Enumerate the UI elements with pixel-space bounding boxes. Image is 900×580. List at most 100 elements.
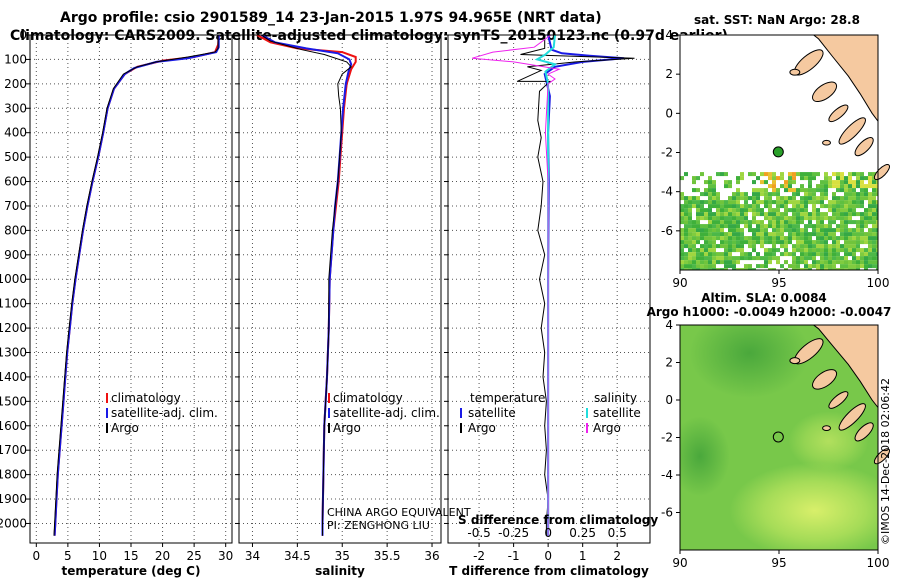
sst-cell (768, 216, 772, 221)
sst-cell (808, 264, 812, 269)
diff-s-tick-label: -0.5 (467, 526, 490, 540)
sst-cell (828, 220, 832, 225)
sst-cell (816, 252, 820, 257)
sst-cell (752, 172, 756, 177)
sst-cell (788, 176, 792, 181)
sst-cell (716, 220, 720, 225)
sst-cell (844, 192, 848, 197)
sst-cell (844, 188, 848, 193)
sst-cell (684, 252, 688, 257)
sst-cell (840, 196, 844, 201)
sst-cell (760, 192, 764, 197)
sst-cell (832, 192, 836, 197)
sst-cell (864, 184, 868, 189)
sst-cell (696, 236, 700, 241)
sst-cell (768, 172, 772, 177)
sst-cell (828, 184, 832, 189)
sst-cell (700, 260, 704, 265)
sst-cell (756, 224, 760, 229)
temperature-profile-ytick-label: 100 (4, 52, 27, 66)
difference-profile-xtick-label: 2 (613, 549, 621, 563)
sst-cell (860, 260, 864, 265)
sst-island (828, 104, 849, 123)
sst-cell (872, 232, 876, 237)
sst-cell (836, 244, 840, 249)
sst-cell (692, 200, 696, 205)
sst-cell (840, 172, 844, 177)
sst-cell (752, 268, 756, 270)
sst-cell (852, 180, 856, 185)
sst-cell (824, 268, 828, 270)
difference-profile-xtick-label: 1 (579, 549, 587, 563)
sst-cell (716, 204, 720, 209)
sst-cell (872, 172, 876, 177)
sst-cell (732, 260, 736, 265)
sst-cell (756, 212, 760, 217)
sst-cell (760, 188, 764, 193)
sst-cell (756, 252, 760, 257)
sst-cell (808, 252, 812, 257)
sst-cell (848, 232, 852, 237)
sst-cell (848, 192, 852, 197)
sst-cell (832, 260, 836, 265)
sst-cell (764, 256, 768, 261)
sst-cell (820, 224, 824, 229)
sst-cell (788, 196, 792, 201)
sst-cell (864, 264, 868, 269)
sst-cell (848, 196, 852, 201)
sst-cell (844, 200, 848, 205)
sst-cell (860, 212, 864, 217)
sst-cell (772, 256, 776, 261)
sst-cell (728, 220, 732, 225)
sst-cell (760, 200, 764, 205)
sst-island (838, 117, 866, 145)
sst-cell (712, 252, 716, 257)
temperature-profile-ytick-label: 1200 (0, 321, 27, 335)
sst-cell (768, 192, 772, 197)
sst-cell (788, 216, 792, 221)
sst-cell (712, 192, 716, 197)
sst-cell (748, 244, 752, 249)
sst-cell (744, 196, 748, 201)
sst-cell (776, 196, 780, 201)
sst-cell (740, 192, 744, 197)
sst-cell (696, 200, 700, 205)
sst-cell (868, 216, 872, 221)
sst-cell (752, 248, 756, 253)
sst-map-xtick-label: 100 (867, 276, 890, 290)
sst-cell (704, 236, 708, 241)
sst-cell (708, 200, 712, 205)
sla-blob (689, 325, 810, 399)
sst-cell (840, 200, 844, 205)
sst-cell (784, 268, 788, 270)
sst-cell (860, 204, 864, 209)
sst-cell (752, 240, 756, 245)
sst-cell (824, 172, 828, 177)
sst-cell (808, 240, 812, 245)
sst-cell (800, 200, 804, 205)
sst-cell (792, 224, 796, 229)
sst-cell (716, 208, 720, 213)
sst-cell (852, 248, 856, 253)
sst-cell (704, 256, 708, 261)
sst-map-xtick-label: 90 (672, 276, 687, 290)
sst-cell (704, 180, 708, 185)
sst-cell (844, 196, 848, 201)
sst-cell (764, 192, 768, 197)
sst-cell (768, 268, 772, 270)
sst-cell (704, 244, 708, 249)
sst-cell (804, 256, 808, 261)
sst-cell (756, 188, 760, 193)
sla-map-xtick-label: 90 (672, 556, 687, 570)
sst-cell (688, 216, 692, 221)
temperature-profile-xtick-label: 20 (155, 549, 170, 563)
sst-cell (680, 216, 684, 221)
sst-cell (844, 248, 848, 253)
title-line-1: Argo profile: csio 2901589_14 23-Jan-201… (60, 10, 602, 26)
sst-cell (720, 212, 724, 217)
sst-cell (780, 212, 784, 217)
sst-cell (748, 196, 752, 201)
sst-cell (728, 200, 732, 205)
temperature-profile-legend-label: Argo (111, 421, 139, 435)
